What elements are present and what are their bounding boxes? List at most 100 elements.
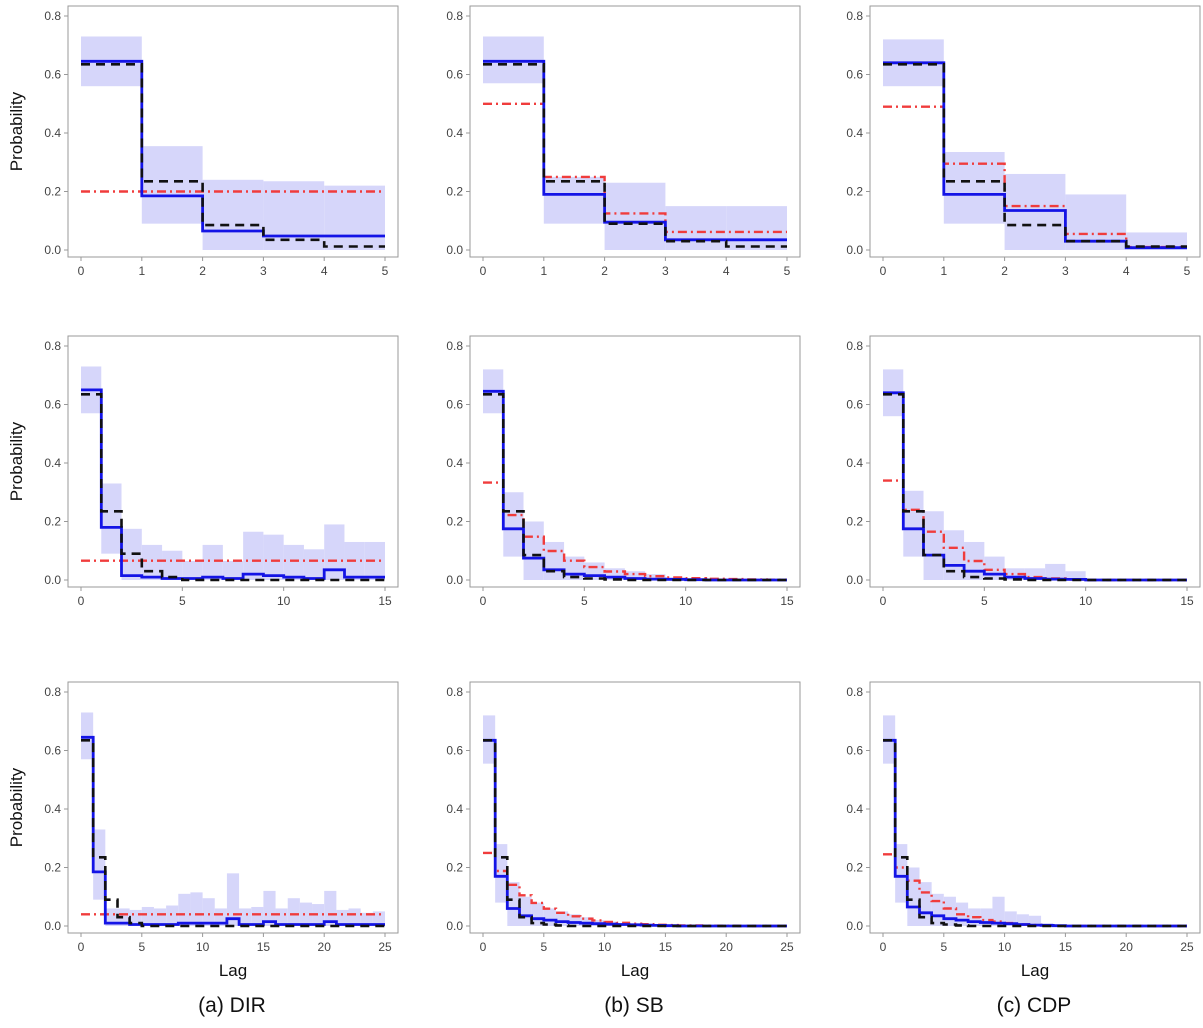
y-tick-label: 0.0 bbox=[44, 243, 61, 257]
y-tick-label: 0.6 bbox=[44, 68, 61, 82]
credible-band-bar bbox=[895, 844, 908, 903]
y-tick-label: 0.4 bbox=[846, 456, 863, 470]
credible-band-bar bbox=[360, 912, 373, 926]
credible-band-bar bbox=[1004, 568, 1025, 580]
panel-cdp-row3: 0.0 0.2 0.4 0.6 0.8 0 5 10 15 20 25 Lag bbox=[846, 681, 1201, 980]
series-truth-line bbox=[883, 739, 1187, 928]
y-tick-label: 0.8 bbox=[44, 9, 61, 23]
panel-dir-row3: 0.0 0.2 0.4 0.6 0.8 0 5 10 15 20 25 Probability Lag bbox=[7, 681, 399, 980]
x-axis-label: Lag bbox=[219, 961, 247, 980]
credible-band-bar bbox=[243, 531, 264, 580]
x-tick-label: 10 bbox=[598, 940, 612, 954]
credible-band-bar bbox=[166, 905, 179, 926]
panel-frame bbox=[67, 335, 399, 588]
credible-band-bar bbox=[943, 152, 1005, 224]
credible-band-bar bbox=[568, 914, 581, 926]
y-tick-label: 0.4 bbox=[446, 126, 463, 140]
credible-band-bar bbox=[503, 492, 524, 557]
series-truth-line bbox=[883, 393, 1187, 582]
credible-band-bar bbox=[543, 908, 556, 926]
x-tick-label: 4 bbox=[1123, 264, 1130, 278]
credible-band-bar bbox=[182, 560, 203, 580]
y-axis-label: Probability bbox=[7, 91, 26, 171]
credible-band-bar bbox=[239, 908, 252, 926]
panel-frame bbox=[869, 5, 1201, 258]
credible-band-bar bbox=[1004, 173, 1066, 250]
series-truth-line bbox=[483, 63, 787, 248]
x-tick-label: 3 bbox=[1062, 264, 1069, 278]
x-tick-label: 5 bbox=[940, 940, 947, 954]
panel-cdp-row2: 0.0 0.2 0.4 0.6 0.8 0 5 10 15 bbox=[846, 335, 1201, 608]
panel-dir-row2: 0.0 0.2 0.4 0.6 0.8 0 5 10 15 Probability bbox=[7, 335, 399, 608]
y-tick-label: 0.2 bbox=[44, 861, 61, 875]
credible-band-bar bbox=[483, 36, 544, 84]
credible-band-bar bbox=[984, 556, 1005, 580]
credible-band-bar bbox=[263, 890, 276, 926]
series-truth-line bbox=[81, 393, 385, 582]
y-tick-label: 0.8 bbox=[846, 685, 863, 699]
x-tick-label: 10 bbox=[1079, 594, 1093, 608]
credible-band-bar bbox=[580, 917, 593, 926]
credible-band-bar bbox=[202, 898, 215, 926]
credible-band-bar bbox=[645, 574, 666, 580]
x-tick-label: 20 bbox=[1120, 940, 1134, 954]
x-tick-label: 2 bbox=[601, 264, 608, 278]
credible-band-bar bbox=[923, 511, 944, 580]
caption-cdp: (c) CDP bbox=[997, 994, 1072, 1017]
x-tick-label: 5 bbox=[784, 264, 791, 278]
credible-band-bar bbox=[543, 541, 565, 580]
x-axis-label: Lag bbox=[621, 961, 649, 980]
credible-band-bar bbox=[117, 908, 130, 926]
y-tick-label: 0.4 bbox=[44, 802, 61, 816]
y-tick-label: 0.2 bbox=[846, 515, 863, 529]
y-tick-label: 0.2 bbox=[846, 861, 863, 875]
credible-band-bar bbox=[105, 908, 118, 926]
credible-band-bar bbox=[141, 146, 203, 224]
y-tick-label: 0.0 bbox=[846, 243, 863, 257]
y-tick-label: 0.6 bbox=[846, 744, 863, 758]
x-tick-label: 15 bbox=[780, 594, 794, 608]
panel-cdp-row1: 0.0 0.2 0.4 0.6 0.8 0 1 2 3 4 5 bbox=[846, 5, 1201, 278]
x-tick-label: 5 bbox=[1184, 264, 1191, 278]
credible-band-bar bbox=[903, 490, 924, 557]
x-tick-label: 15 bbox=[257, 940, 271, 954]
credible-band-bar bbox=[624, 571, 646, 580]
credible-band-bar bbox=[1065, 571, 1086, 580]
series-posterior-mean-line bbox=[81, 59, 385, 238]
x-tick-label: 5 bbox=[179, 594, 186, 608]
credible-band-bar bbox=[1045, 563, 1066, 580]
x-tick-label: 5 bbox=[138, 940, 145, 954]
x-tick-label: 15 bbox=[378, 594, 392, 608]
panel-dir-row1: 0.0 0.2 0.4 0.6 0.8 0 1 2 3 4 5 Probability bbox=[7, 5, 399, 278]
credible-band-bar bbox=[336, 909, 349, 926]
panel-frame bbox=[469, 335, 801, 588]
series-truth-line bbox=[81, 63, 385, 248]
credible-band-bar bbox=[178, 893, 191, 926]
x-tick-label: 10 bbox=[998, 940, 1012, 954]
y-tick-label: 0.0 bbox=[446, 919, 463, 933]
credible-band-bar bbox=[324, 185, 385, 250]
panel-sb-row3: 0.0 0.2 0.4 0.6 0.8 0 5 10 15 20 25 Lag bbox=[446, 681, 801, 980]
credible-band-bar bbox=[1024, 568, 1046, 580]
x-tick-label: 5 bbox=[581, 594, 588, 608]
y-tick-label: 0.2 bbox=[446, 861, 463, 875]
x-tick-label: 4 bbox=[321, 264, 328, 278]
credible-band-bar bbox=[190, 892, 203, 926]
credible-band-bar bbox=[919, 882, 932, 926]
y-tick-label: 0.8 bbox=[446, 339, 463, 353]
x-tick-label: 10 bbox=[277, 594, 291, 608]
credible-band-bar bbox=[543, 176, 605, 224]
y-tick-label: 0.4 bbox=[446, 802, 463, 816]
x-tick-label: 1 bbox=[940, 264, 947, 278]
y-tick-label: 0.8 bbox=[846, 339, 863, 353]
credible-band-bar bbox=[372, 911, 385, 926]
credible-band-bar bbox=[348, 908, 361, 926]
x-tick-label: 5 bbox=[981, 594, 988, 608]
y-tick-label: 0.2 bbox=[446, 185, 463, 199]
y-tick-label: 0.0 bbox=[846, 919, 863, 933]
y-tick-label: 0.6 bbox=[846, 68, 863, 82]
credible-band-bar bbox=[665, 206, 727, 250]
series-posterior-mean-line bbox=[483, 59, 787, 242]
credible-band-bar bbox=[275, 908, 288, 926]
credible-band-bar bbox=[101, 483, 122, 554]
